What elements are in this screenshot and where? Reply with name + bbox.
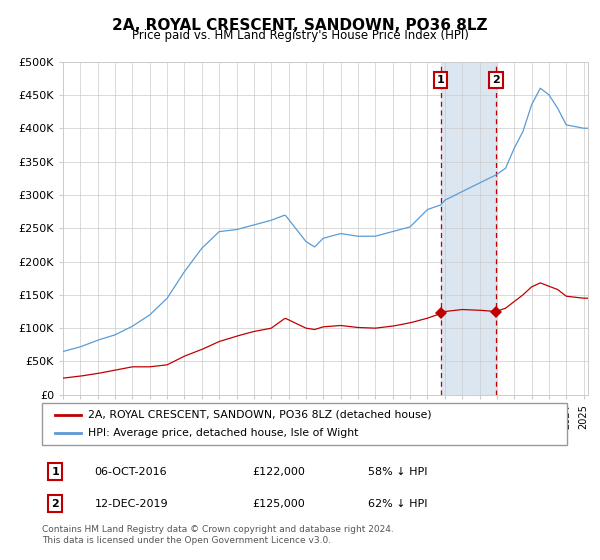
Text: 2: 2 xyxy=(51,499,59,509)
Text: 62% ↓ HPI: 62% ↓ HPI xyxy=(367,499,427,509)
Text: 12-DEC-2019: 12-DEC-2019 xyxy=(95,499,168,509)
Text: 1: 1 xyxy=(51,466,59,477)
Text: 2A, ROYAL CRESCENT, SANDOWN, PO36 8LZ (detached house): 2A, ROYAL CRESCENT, SANDOWN, PO36 8LZ (d… xyxy=(88,410,432,420)
Bar xyxy=(441,62,496,395)
Text: £122,000: £122,000 xyxy=(252,466,305,477)
Text: Price paid vs. HM Land Registry's House Price Index (HPI): Price paid vs. HM Land Registry's House … xyxy=(131,29,469,42)
Text: 2: 2 xyxy=(492,75,500,85)
Text: Contains HM Land Registry data © Crown copyright and database right 2024.
This d: Contains HM Land Registry data © Crown c… xyxy=(42,525,394,545)
FancyBboxPatch shape xyxy=(42,403,567,445)
Text: 06-OCT-2016: 06-OCT-2016 xyxy=(95,466,167,477)
Text: 1: 1 xyxy=(437,75,445,85)
Text: £125,000: £125,000 xyxy=(252,499,305,509)
Text: HPI: Average price, detached house, Isle of Wight: HPI: Average price, detached house, Isle… xyxy=(88,428,359,438)
Text: 58% ↓ HPI: 58% ↓ HPI xyxy=(367,466,427,477)
Text: 2A, ROYAL CRESCENT, SANDOWN, PO36 8LZ: 2A, ROYAL CRESCENT, SANDOWN, PO36 8LZ xyxy=(112,18,488,33)
